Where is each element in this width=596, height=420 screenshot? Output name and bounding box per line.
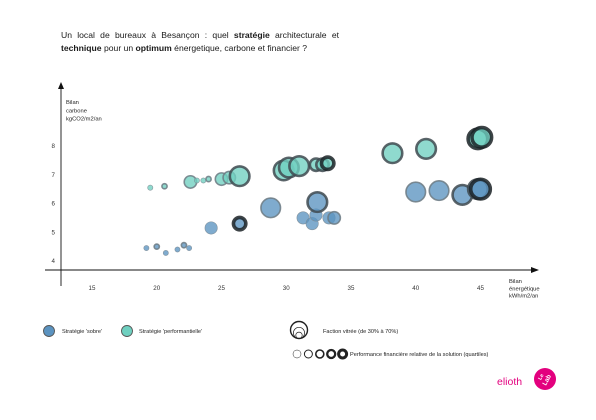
point-performantielle: [319, 155, 336, 172]
title-part: pour un: [101, 43, 136, 54]
y-tick-label: 4: [52, 258, 56, 265]
x-tick-label: 35: [348, 285, 355, 292]
axes: BilancarbonekgCO2/m2/anBilanénergétiquek…: [45, 82, 540, 300]
x-tick-label: 25: [218, 285, 225, 292]
point-performantielle: [470, 125, 494, 149]
size-legend-circle: [295, 331, 303, 339]
badge-line1: Le: [537, 373, 545, 381]
quartile-legend-label: Performance financière relative de la so…: [350, 352, 488, 358]
data-points: [143, 125, 494, 256]
x-axis-label: énergétique: [509, 286, 540, 292]
size-legend-circle: [293, 326, 305, 339]
legend-label-performantielle: Stratégie 'performantielle': [139, 329, 202, 335]
y-tick-label: 8: [52, 143, 56, 150]
title-part: architecturale et: [269, 30, 340, 40]
quartile-legend-circle: [314, 349, 325, 359]
quartile-legend-circle: [303, 349, 313, 359]
x-axis-label: kWh/m2/an: [509, 294, 538, 300]
x-tick-label: 40: [412, 285, 419, 292]
point-sobre: [260, 197, 282, 219]
lab-badge: [534, 368, 556, 390]
y-axis-label: Bilan: [66, 100, 79, 106]
x-axis-label: Bilan: [509, 279, 522, 285]
point-performantielle: [288, 155, 311, 178]
title-part: technique: [61, 43, 102, 54]
chart-title: Un local de bureaux à Besançon : quel st…: [61, 29, 339, 55]
x-tick-label: 15: [89, 285, 96, 292]
badge-line2: Lab: [541, 373, 553, 386]
title-part: optimum: [135, 43, 172, 54]
point-sobre: [153, 243, 161, 251]
point-performantielle: [193, 177, 200, 184]
point-sobre: [306, 190, 329, 214]
point-sobre: [468, 177, 493, 201]
point-performantielle: [205, 175, 212, 183]
legend-label-sobre: Stratégie 'sobre': [62, 329, 102, 335]
point-sobre: [428, 179, 450, 202]
point-sobre: [204, 221, 218, 235]
quartile-legend-circle: [337, 348, 349, 360]
point-sobre: [180, 241, 188, 249]
y-tick-label: 6: [52, 201, 56, 208]
quartile-legend-circle: [292, 349, 302, 359]
point-performantielle: [147, 184, 154, 191]
x-tick-label: 45: [477, 285, 484, 292]
brand-name: elioth: [497, 376, 522, 388]
point-sobre: [143, 245, 150, 251]
size-legend-circle: [289, 320, 309, 340]
y-tick-label: 5: [52, 229, 56, 236]
point-sobre: [174, 246, 181, 253]
y-axis-label: carbone: [66, 108, 87, 114]
point-performantielle: [415, 137, 438, 160]
y-axis-label: kgCO2/m2/an: [66, 117, 102, 123]
legend-swatch-performantielle: [121, 325, 133, 337]
point-sobre: [231, 215, 248, 232]
title-part: Un local de bureaux à Besançon : quel: [61, 30, 234, 40]
title-part: énergetique, carbone et financier ?: [171, 43, 308, 54]
point-performantielle: [161, 182, 168, 190]
x-tick-label: 30: [283, 285, 290, 292]
legend: Stratégie 'sobre' Stratégie 'performantie…: [43, 320, 488, 360]
y-axis-arrow: [58, 82, 64, 89]
y-tick-label: 7: [52, 172, 56, 179]
size-legend-label: Faction vitrée (de 30% à 70%): [323, 329, 398, 335]
legend-swatch-sobre: [43, 325, 55, 337]
quartile-legend-circle: [326, 348, 337, 360]
title-part: stratégie: [233, 30, 270, 40]
point-performantielle: [381, 142, 404, 165]
point-sobre: [405, 181, 427, 203]
point-performantielle: [228, 165, 251, 188]
point-sobre: [162, 250, 169, 256]
x-axis-arrow: [531, 267, 539, 273]
point-sobre: [186, 245, 193, 251]
x-tick-label: 20: [153, 285, 160, 292]
point-sobre: [327, 210, 342, 225]
